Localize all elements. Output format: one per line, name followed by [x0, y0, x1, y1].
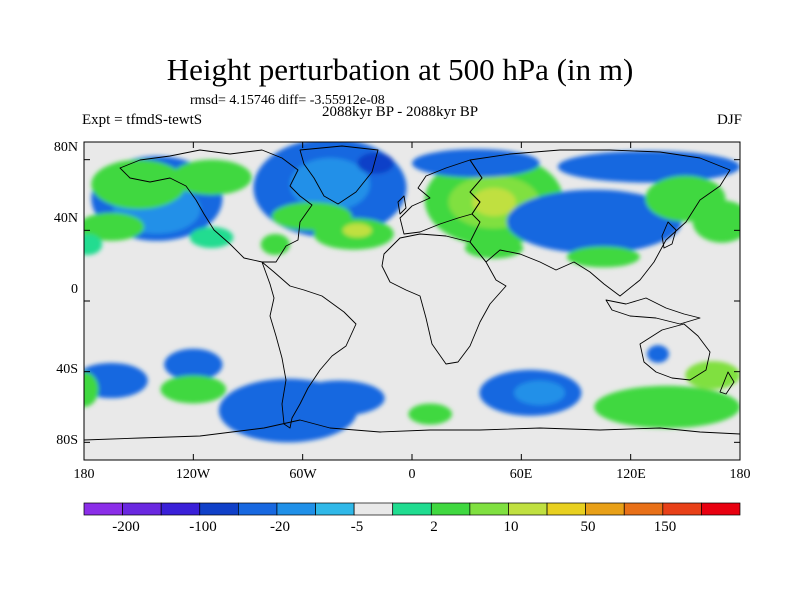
- colorbar-label-neg5: -5: [350, 519, 364, 535]
- field-anomaly-5: [171, 159, 252, 195]
- field-anomaly-23: [566, 246, 640, 268]
- coastline-layer: [84, 145, 740, 441]
- field-anomaly-11: [342, 223, 372, 238]
- lon-label-180w: 180: [73, 467, 95, 482]
- field-anomaly-26: [160, 375, 227, 404]
- colorbar-swatch-4: [238, 502, 278, 516]
- colorbar-swatch-7: [353, 502, 394, 516]
- colorbar-swatch-8: [392, 502, 432, 516]
- field-anomaly-35: [647, 345, 669, 363]
- lon-label-120e: 120E: [616, 467, 646, 482]
- colorbar-swatch-12: [546, 502, 586, 516]
- coastline-new-zealand: [719, 371, 735, 395]
- colorbar-swatch-6: [315, 502, 355, 516]
- coastline-australia: [639, 323, 711, 381]
- axis-ticks: [83, 142, 741, 460]
- coastline-maritime-asia: [605, 297, 701, 325]
- colorbar-swatch-13: [585, 502, 625, 516]
- field-anomaly-13: [189, 226, 234, 248]
- colorbar-label-150: 150: [653, 519, 677, 535]
- lat-label-40n: 40N: [53, 211, 78, 226]
- coastline-south-america: [261, 261, 357, 429]
- field-anomaly-17: [412, 149, 540, 178]
- colorbar-label-neg100: -100: [189, 519, 217, 535]
- lat-label-80n: 80N: [53, 140, 78, 155]
- colorbar-swatch-14: [623, 502, 664, 516]
- coastline-africa: [381, 233, 507, 365]
- lon-label-60w: 60W: [289, 467, 317, 482]
- field-anomaly-2: [91, 159, 187, 210]
- field-anomaly-27: [84, 371, 99, 407]
- colorbar-swatch-0: [83, 502, 123, 516]
- field-anomaly-24: [84, 362, 148, 399]
- perturbation-field-layer: [84, 142, 740, 443]
- coastline-north-america: [119, 149, 313, 263]
- lat-label-0: 0: [71, 282, 78, 297]
- lat-label-40s: 40S: [56, 362, 78, 377]
- colorbar-label-neg20: -20: [270, 519, 290, 535]
- colorbar-label-10: 10: [503, 519, 519, 535]
- lon-label-60e: 60E: [509, 467, 533, 482]
- field-anomaly-7: [289, 157, 371, 211]
- field-anomaly-29: [293, 380, 385, 416]
- experiment-label: Expt = tfmdS-tewtS: [82, 112, 203, 128]
- lon-label-120w: 120W: [175, 467, 211, 482]
- colorbar-swatch-9: [430, 502, 471, 516]
- field-anomaly-8: [357, 152, 394, 174]
- lon-label-0: 0: [408, 467, 416, 482]
- period-label: 2088kyr BP - 2088kyr BP: [321, 104, 479, 120]
- colorbar-swatch-1: [122, 502, 162, 516]
- lat-label-80s: 80S: [56, 433, 78, 448]
- season-label: DJF: [716, 112, 742, 128]
- field-anomaly-4: [84, 233, 103, 256]
- coastline-greenland: [299, 145, 379, 205]
- coastline-antarctica: [84, 419, 740, 441]
- field-anomaly-34: [685, 361, 740, 390]
- field-anomaly-16: [472, 187, 516, 217]
- lon-label-180e: 180: [729, 467, 751, 482]
- colorbar-swatch-16: [701, 502, 741, 516]
- field-anomaly-18: [557, 150, 740, 183]
- colorbar-swatch-3: [199, 502, 239, 516]
- field-anomaly-19: [506, 189, 682, 254]
- colorbar-swatch-15: [662, 502, 702, 516]
- colorbar-swatch-11: [508, 502, 548, 516]
- coastline-asia: [469, 149, 731, 297]
- field-anomaly-31: [514, 380, 566, 406]
- colorbar-label-50: 50: [580, 519, 596, 535]
- field-anomaly-25: [164, 348, 223, 381]
- colorbar-swatch-10: [469, 502, 509, 516]
- stats-line: rmsd= 4.15746 diff= -3.55912e-08: [190, 93, 385, 108]
- chart-title: Height perturbation at 500 hPa (in m): [166, 52, 634, 87]
- coastline-japan: [661, 221, 677, 249]
- colorbar-swatch-5: [276, 502, 316, 516]
- field-anomaly-21: [692, 200, 740, 243]
- field-anomaly-32: [408, 403, 453, 425]
- coastline-uk: [397, 195, 407, 215]
- colorbar-swatch-2: [160, 502, 201, 516]
- colorbar-label-neg200: -200: [112, 519, 140, 535]
- field-anomaly-33: [594, 385, 740, 429]
- colorbar: [83, 502, 741, 516]
- field-anomaly-3: [84, 212, 145, 241]
- colorbar-label-2: 2: [430, 519, 438, 535]
- field-anomaly-12: [260, 233, 290, 256]
